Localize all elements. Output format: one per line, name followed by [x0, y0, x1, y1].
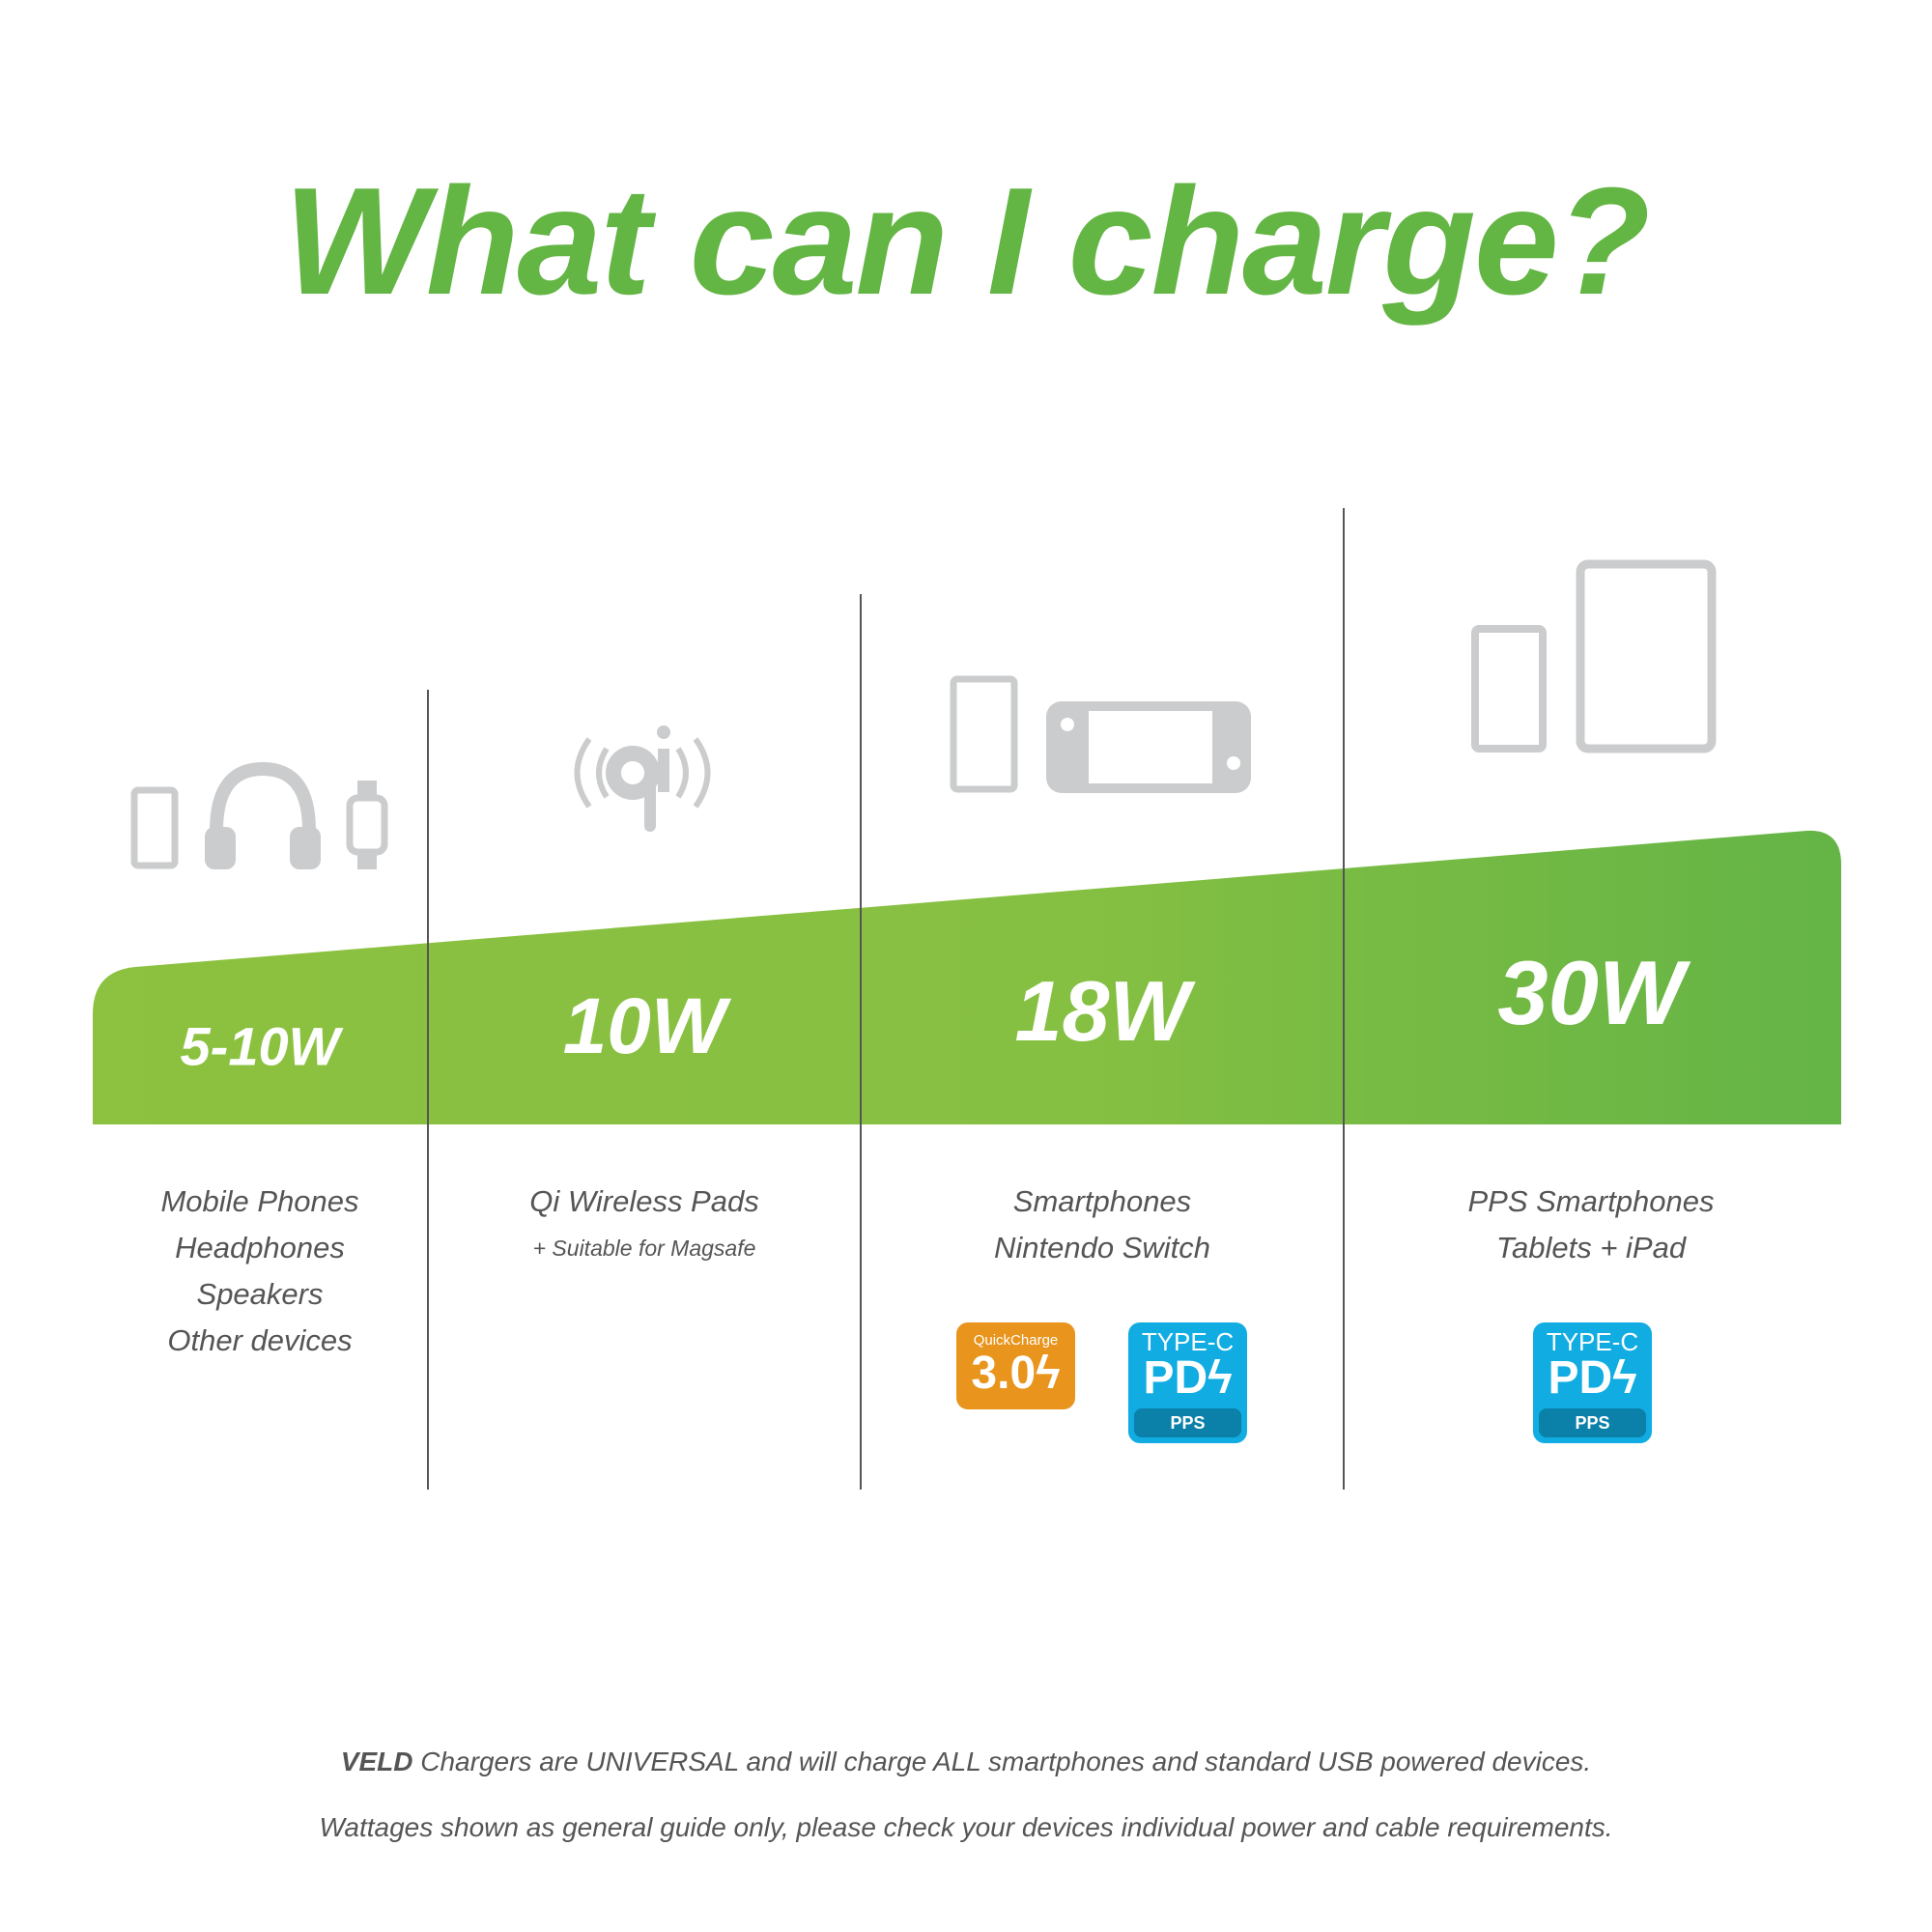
- device-item: Headphones: [175, 1231, 345, 1264]
- smartwatch-icon: [346, 781, 388, 869]
- badge-text: PPS: [1539, 1408, 1646, 1437]
- divider: [427, 690, 429, 1490]
- badge-text: TYPE-C: [1546, 1327, 1639, 1356]
- badge-text: QuickCharge: [973, 1332, 1059, 1349]
- badge-version: 3.0ϟ: [956, 1349, 1075, 1399]
- wattage-label: 18W: [1014, 963, 1190, 1059]
- divider: [860, 594, 862, 1490]
- badge-text: PPS: [1134, 1408, 1241, 1437]
- footer-line-2: Wattages shown as general guide only, pl…: [319, 1812, 1613, 1842]
- device-item: Other devices: [167, 1323, 353, 1357]
- badge-text: PD: [1143, 1352, 1208, 1404]
- device-item: Mobile Phones: [160, 1184, 359, 1218]
- wattage-label: 30W: [1497, 942, 1685, 1043]
- phone-icon: [950, 675, 1018, 793]
- wattage-label: 10W: [562, 982, 726, 1070]
- brand-name: VELD: [340, 1747, 413, 1776]
- footer-text: Chargers are UNIVERSAL and will charge A…: [412, 1747, 1592, 1776]
- device-item: PPS Smartphones: [1467, 1184, 1715, 1218]
- badge-text: PD: [1548, 1352, 1613, 1404]
- device-item: Tablets + iPad: [1495, 1231, 1687, 1264]
- device-item: Smartphones: [1012, 1184, 1192, 1218]
- lightning-icon: ϟ: [1612, 1352, 1637, 1404]
- pd-pps-badge: TYPE-C PDϟ PPS: [1533, 1322, 1652, 1443]
- device-icons: [130, 559, 1717, 869]
- device-list-10w: Qi Wireless Pads + Suitable for Magsafe: [441, 1179, 847, 1271]
- badge-pd: PDϟ: [1128, 1355, 1247, 1402]
- badge-text: TYPE-C: [1141, 1327, 1235, 1356]
- phone-icon: [130, 786, 179, 869]
- lightning-icon: ϟ: [1208, 1352, 1233, 1404]
- magsafe-note: + Suitable for Magsafe: [532, 1236, 756, 1261]
- qi-wireless-icon: [574, 725, 711, 832]
- page-title: What can I charge?: [283, 156, 1651, 327]
- quickcharge-badge: QuickCharge 3.0ϟ: [956, 1322, 1075, 1409]
- device-list-5-10w: Mobile Phones Headphones Speakers Other …: [57, 1179, 463, 1364]
- lightning-icon: ϟ: [1036, 1348, 1061, 1399]
- nintendo-switch-icon: [1046, 701, 1251, 793]
- wattage-label: 5-10W: [180, 1015, 340, 1077]
- device-item: Nintendo Switch: [993, 1231, 1210, 1264]
- badge-pd: PDϟ: [1533, 1355, 1652, 1402]
- device-item: Speakers: [196, 1277, 324, 1311]
- phone-icon: [1471, 625, 1547, 753]
- headphones-icon: [205, 761, 321, 869]
- pd-pps-badge: TYPE-C PDϟ PPS: [1128, 1322, 1247, 1443]
- footer-line-1: VELD Chargers are UNIVERSAL and will cha…: [0, 1747, 1932, 1777]
- device-list-18w: Smartphones Nintendo Switch: [899, 1179, 1305, 1271]
- divider: [1343, 508, 1345, 1490]
- device-list-30w: PPS Smartphones Tablets + iPad: [1388, 1179, 1794, 1271]
- device-item: Qi Wireless Pads: [529, 1184, 759, 1218]
- badge-text: 3.0: [971, 1348, 1037, 1399]
- tablet-icon: [1576, 559, 1717, 753]
